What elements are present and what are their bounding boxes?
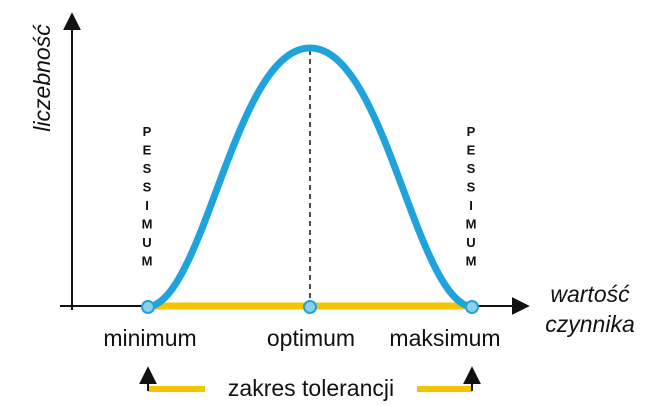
tolerance-curve (144, 44, 476, 311)
range-label: zakres tolerancji (228, 375, 394, 401)
point-label: optimum (267, 325, 355, 351)
range-label-bg (205, 374, 417, 404)
point (303, 300, 317, 314)
x-axis-label: wartość (550, 281, 630, 307)
point-label: minimum (103, 325, 196, 351)
y-axis-label: liczebność (29, 24, 55, 132)
point (141, 300, 155, 314)
point (465, 300, 479, 314)
x-axis-label: czynnika (545, 311, 634, 337)
point-label: maksimum (389, 325, 500, 351)
